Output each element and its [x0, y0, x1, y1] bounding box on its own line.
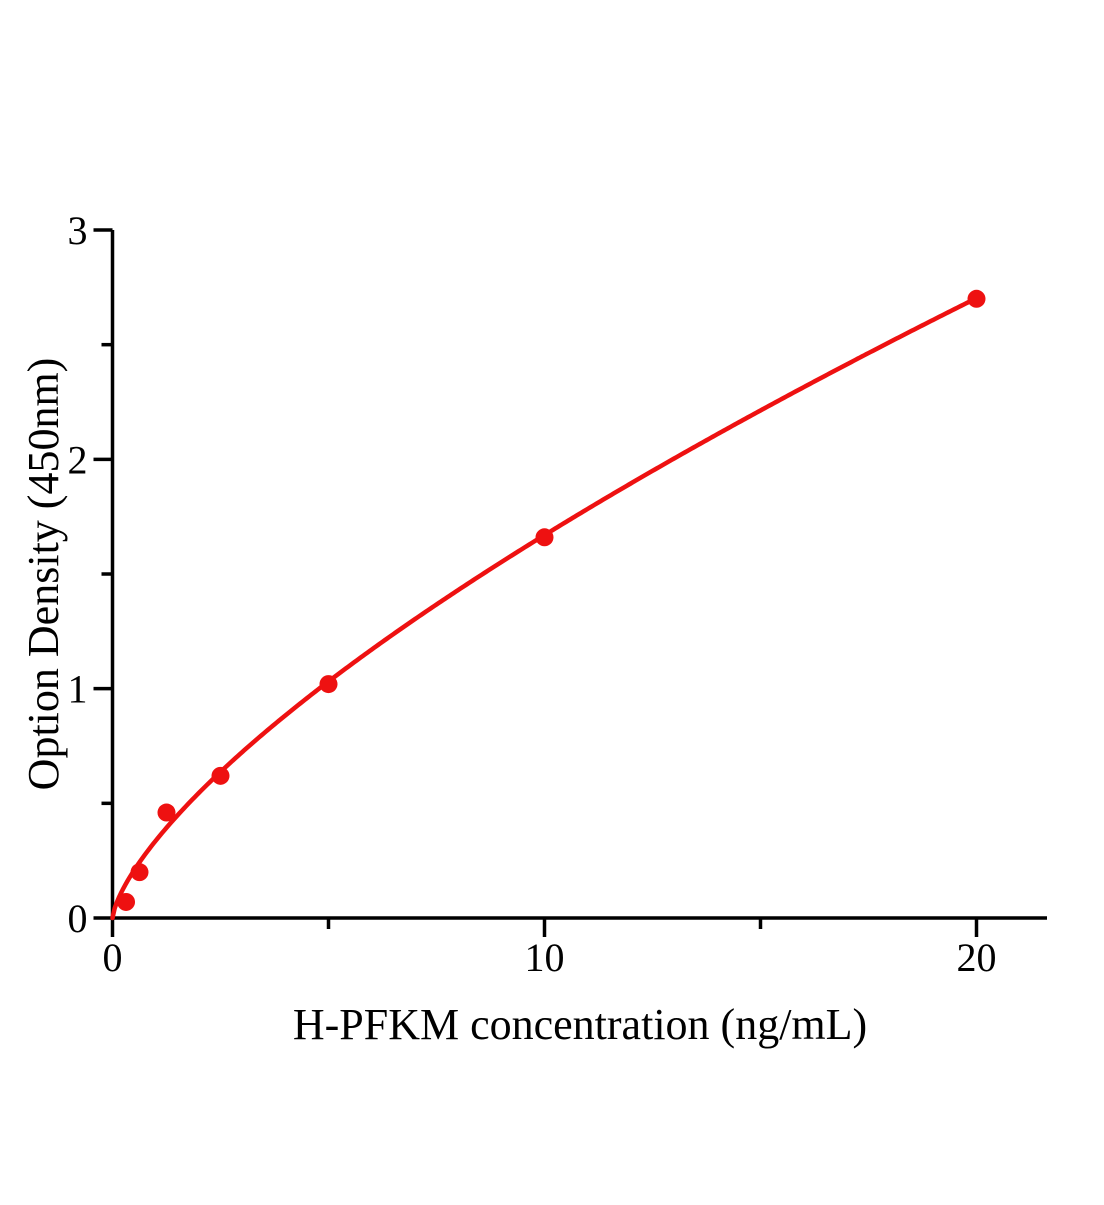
x-axis-title: H-PFKM concentration (ng/mL) [293, 1000, 867, 1049]
x-tick-label: 10 [525, 935, 565, 980]
tick-label-layer: 0 10 20 0 1 2 3 [68, 208, 997, 980]
y-tick-label: 2 [68, 437, 88, 482]
data-point [319, 675, 338, 694]
data-point [535, 528, 554, 547]
title-layer: H-PFKM concentration (ng/mL) Option Dens… [19, 358, 867, 1049]
y-axis-title: Option Density (450nm) [19, 358, 68, 791]
data-point [211, 766, 230, 785]
fit-curve [110, 295, 979, 921]
data-point [157, 803, 176, 822]
axes-layer [93, 228, 1047, 937]
data-point [117, 892, 136, 911]
y-tick-label: 3 [68, 208, 88, 253]
data-point [130, 863, 149, 882]
x-tick-label: 20 [957, 935, 997, 980]
data-point [967, 289, 986, 308]
y-tick-label: 0 [68, 896, 88, 941]
y-tick-label: 1 [68, 667, 88, 712]
series-layer [110, 289, 986, 921]
x-tick-label: 0 [103, 935, 123, 980]
